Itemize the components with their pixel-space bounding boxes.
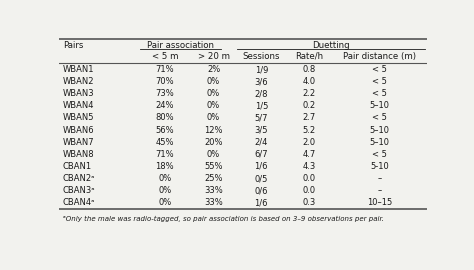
Text: 0.3: 0.3 — [302, 198, 316, 207]
Text: 0.0: 0.0 — [302, 186, 316, 195]
Text: 5/7: 5/7 — [255, 113, 268, 123]
Text: WBAN1: WBAN1 — [63, 65, 94, 74]
Text: 0%: 0% — [207, 113, 220, 123]
Text: CBAN2ᵃ: CBAN2ᵃ — [63, 174, 95, 183]
Text: WBAN5: WBAN5 — [63, 113, 94, 123]
Text: 2/8: 2/8 — [255, 89, 268, 98]
Text: 0%: 0% — [158, 186, 172, 195]
Text: CBAN4ᵃ: CBAN4ᵃ — [63, 198, 95, 207]
Text: 0.2: 0.2 — [302, 101, 316, 110]
Text: 20%: 20% — [204, 138, 223, 147]
Text: > 20 m: > 20 m — [198, 52, 229, 61]
Text: 56%: 56% — [155, 126, 174, 135]
Text: 3/6: 3/6 — [255, 77, 268, 86]
Text: 4.7: 4.7 — [302, 150, 316, 159]
Text: 71%: 71% — [155, 65, 174, 74]
Text: 2.2: 2.2 — [302, 89, 316, 98]
Text: 33%: 33% — [204, 186, 223, 195]
Text: 6/7: 6/7 — [255, 150, 268, 159]
Text: CBAN1: CBAN1 — [63, 162, 92, 171]
Text: Duetting: Duetting — [312, 41, 350, 50]
Text: Pair distance (m): Pair distance (m) — [343, 52, 416, 61]
Text: 2.7: 2.7 — [302, 113, 316, 123]
Text: 5.2: 5.2 — [302, 126, 316, 135]
Text: 0.0: 0.0 — [302, 174, 316, 183]
Text: WBAN7: WBAN7 — [63, 138, 94, 147]
Text: < 5: < 5 — [372, 77, 387, 86]
Text: 0/5: 0/5 — [255, 174, 268, 183]
Text: –: – — [378, 186, 382, 195]
Text: WBAN4: WBAN4 — [63, 101, 94, 110]
Text: 70%: 70% — [155, 77, 174, 86]
Text: 55%: 55% — [204, 162, 223, 171]
Text: 24%: 24% — [155, 101, 174, 110]
Text: WBAN2: WBAN2 — [63, 77, 94, 86]
Text: 71%: 71% — [155, 150, 174, 159]
Text: 5–10: 5–10 — [370, 126, 390, 135]
Text: ᵃOnly the male was radio-tagged, so pair association is based on 3–9 observation: ᵃOnly the male was radio-tagged, so pair… — [63, 216, 384, 222]
Text: 5–10: 5–10 — [370, 138, 390, 147]
Text: 0%: 0% — [207, 89, 220, 98]
Text: 33%: 33% — [204, 198, 223, 207]
Text: 0%: 0% — [207, 77, 220, 86]
Text: 5–10: 5–10 — [370, 101, 390, 110]
Text: WBAN6: WBAN6 — [63, 126, 94, 135]
Text: Sessions: Sessions — [243, 52, 280, 61]
Text: 1/6: 1/6 — [255, 198, 268, 207]
Text: 3/5: 3/5 — [255, 126, 268, 135]
Text: 45%: 45% — [155, 138, 174, 147]
Text: 0.8: 0.8 — [302, 65, 316, 74]
Text: 80%: 80% — [155, 113, 174, 123]
Text: 5-10: 5-10 — [370, 162, 389, 171]
Text: < 5: < 5 — [372, 113, 387, 123]
Text: 0%: 0% — [158, 174, 172, 183]
Text: Pairs: Pairs — [63, 41, 83, 50]
Text: < 5 m: < 5 m — [152, 52, 178, 61]
Text: < 5: < 5 — [372, 150, 387, 159]
Text: 0%: 0% — [207, 150, 220, 159]
Text: Rate/h: Rate/h — [295, 52, 323, 61]
Text: 25%: 25% — [204, 174, 223, 183]
Text: 12%: 12% — [204, 126, 223, 135]
Text: WBAN8: WBAN8 — [63, 150, 94, 159]
Text: 2/4: 2/4 — [255, 138, 268, 147]
Text: 1/9: 1/9 — [255, 65, 268, 74]
Text: 0/6: 0/6 — [255, 186, 268, 195]
Text: 4.0: 4.0 — [302, 77, 316, 86]
Text: < 5: < 5 — [372, 65, 387, 74]
Text: Pair association: Pair association — [147, 41, 214, 50]
Text: 0%: 0% — [207, 101, 220, 110]
Text: 4.3: 4.3 — [302, 162, 316, 171]
Text: 18%: 18% — [155, 162, 174, 171]
Text: 1/5: 1/5 — [255, 101, 268, 110]
Text: CBAN3ᵃ: CBAN3ᵃ — [63, 186, 96, 195]
Text: 10–15: 10–15 — [367, 198, 392, 207]
Text: 2.0: 2.0 — [302, 138, 316, 147]
Text: < 5: < 5 — [372, 89, 387, 98]
Text: 73%: 73% — [155, 89, 174, 98]
Text: –: – — [378, 174, 382, 183]
Text: 2%: 2% — [207, 65, 220, 74]
Text: WBAN3: WBAN3 — [63, 89, 94, 98]
Text: 1/6: 1/6 — [255, 162, 268, 171]
Text: 0%: 0% — [158, 198, 172, 207]
